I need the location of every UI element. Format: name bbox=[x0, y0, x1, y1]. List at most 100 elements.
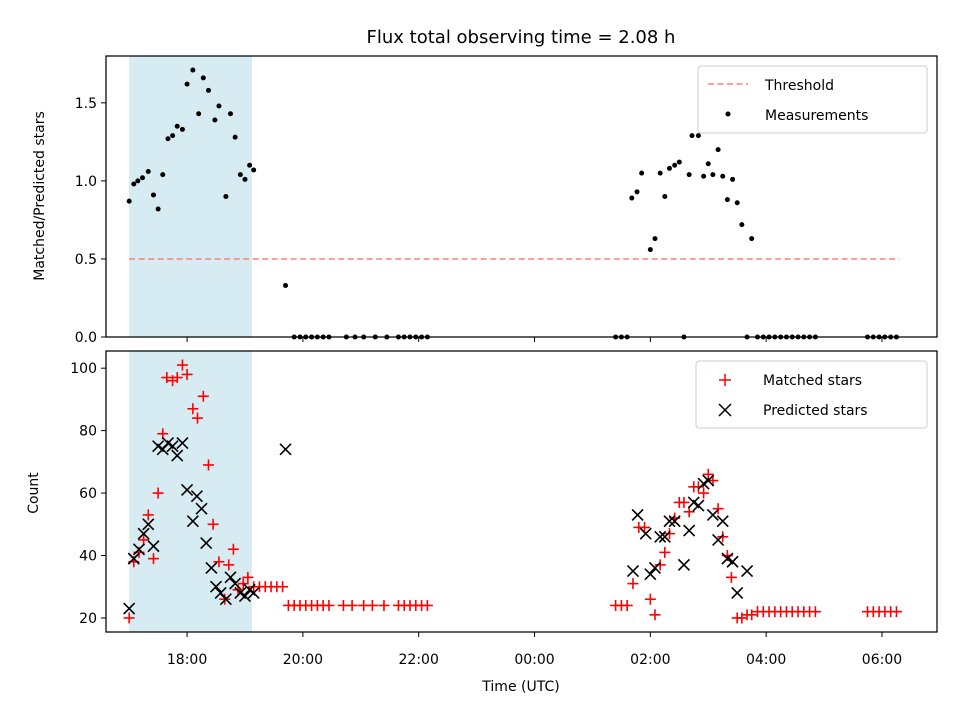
matched-star-point bbox=[644, 593, 656, 605]
predicted-star-point bbox=[205, 561, 218, 575]
predicted-star-point bbox=[181, 483, 194, 497]
measurement-point bbox=[629, 195, 635, 201]
matched-star-point bbox=[346, 599, 358, 611]
x-tick-label: 22:00 bbox=[399, 652, 439, 668]
matched-star-point bbox=[171, 372, 183, 384]
legend-measurements-swatch bbox=[725, 111, 731, 117]
measurement-point bbox=[710, 172, 716, 178]
bottom-legend: Matched stars Predicted stars bbox=[695, 360, 928, 429]
measurement-point bbox=[662, 194, 668, 199]
matched-star-point bbox=[161, 372, 173, 384]
y-tick-label: 20 bbox=[79, 611, 97, 627]
predicted-star-point bbox=[195, 502, 208, 515]
predicted-star-point bbox=[648, 561, 662, 575]
x-tick-label: 04:00 bbox=[746, 652, 786, 668]
measurement-point bbox=[228, 111, 234, 117]
predicted-star-point bbox=[123, 602, 136, 615]
measurement-point bbox=[715, 147, 721, 153]
measurement-point bbox=[190, 67, 196, 73]
predicted-star-point bbox=[247, 586, 260, 600]
bottom-y-ticks: 20 40 60 80 100 bbox=[70, 361, 106, 627]
predicted-star-point bbox=[190, 490, 203, 503]
matched-star-point bbox=[809, 606, 821, 618]
measurement-point bbox=[639, 170, 645, 176]
observing-window-shade bbox=[129, 56, 252, 337]
x-tick-label: 00:00 bbox=[514, 652, 554, 668]
matched-star-point bbox=[639, 521, 651, 533]
measurement-points bbox=[126, 67, 899, 340]
predicted-star-point bbox=[716, 515, 729, 528]
measurement-point bbox=[689, 133, 695, 139]
predicted-star-point bbox=[209, 580, 223, 593]
predicted-star-point bbox=[683, 524, 696, 537]
measurement-point bbox=[237, 172, 243, 178]
y-tick-label: 100 bbox=[70, 361, 97, 377]
predicted-star-point bbox=[127, 552, 140, 565]
observing-window-shade bbox=[129, 351, 252, 632]
predicted-star-point bbox=[238, 590, 252, 603]
measurement-point bbox=[135, 178, 141, 184]
matched-star-point bbox=[191, 412, 203, 424]
measurement-point bbox=[666, 165, 672, 171]
measurement-point bbox=[139, 175, 145, 181]
predicted-star-point bbox=[702, 474, 715, 487]
predicted-star-point bbox=[137, 527, 150, 540]
x-tick-label: 02:00 bbox=[630, 652, 670, 668]
predicted-star-point bbox=[142, 518, 155, 531]
predicted-star-point bbox=[712, 533, 725, 546]
matched-star-point bbox=[746, 609, 758, 621]
matched-star-point bbox=[152, 487, 164, 499]
legend-measurements-label: Measurements bbox=[765, 108, 868, 124]
bottom-axes-frame bbox=[105, 350, 938, 633]
matched-star-point bbox=[712, 503, 724, 515]
matched-star-point bbox=[187, 403, 199, 415]
matched-star-point bbox=[219, 593, 231, 605]
predicted-star-point bbox=[663, 515, 676, 528]
measurement-point bbox=[652, 236, 658, 242]
top-x-ticks bbox=[186, 337, 883, 342]
predicted-star-point bbox=[677, 558, 691, 571]
matched-star-point bbox=[890, 606, 902, 618]
measurement-point bbox=[131, 181, 137, 187]
predicted-star-point bbox=[219, 593, 232, 606]
y-tick-label: 60 bbox=[79, 486, 97, 502]
y-tick-label: 1.5 bbox=[75, 96, 97, 112]
matched-star-point bbox=[678, 496, 690, 508]
measurement-point bbox=[145, 169, 151, 175]
measurement-point bbox=[695, 133, 701, 139]
predicted-star-point bbox=[279, 443, 292, 456]
bottom-y-axis-label: Count bbox=[26, 472, 42, 514]
measurement-point bbox=[734, 200, 740, 206]
measurement-point bbox=[155, 206, 161, 212]
chart-title: Flux total observing time = 2.08 h bbox=[367, 27, 676, 48]
top-y-axis-label: Matched/Predicted stars bbox=[32, 111, 48, 281]
matched-star-point bbox=[692, 481, 704, 493]
matched-star-point bbox=[654, 559, 666, 571]
measurement-point bbox=[634, 189, 640, 195]
measurement-point bbox=[657, 170, 663, 176]
legend-threshold-label: Threshold bbox=[764, 78, 834, 94]
matched-star-point bbox=[227, 543, 239, 555]
predicted-star-point bbox=[658, 530, 671, 543]
x-axis-label: Time (UTC) bbox=[481, 679, 559, 695]
legend-predicted-swatch bbox=[718, 403, 732, 417]
matched-star-point bbox=[237, 578, 249, 590]
predicted-star-point bbox=[186, 515, 199, 528]
predicted-star-point bbox=[631, 508, 644, 521]
matched-star-point bbox=[242, 571, 254, 583]
top-legend: Threshold Measurements bbox=[697, 65, 928, 134]
predicted-star-point bbox=[706, 508, 719, 521]
legend-matched-label: Matched stars bbox=[763, 373, 862, 389]
predicted-stars-points bbox=[123, 437, 754, 615]
predicted-star-point bbox=[731, 586, 744, 600]
matched-stars-points bbox=[123, 359, 902, 624]
predicted-star-point bbox=[644, 568, 657, 581]
matched-star-point bbox=[366, 599, 378, 611]
measurement-point bbox=[686, 172, 692, 178]
matched-star-point bbox=[213, 556, 225, 568]
measurement-point bbox=[672, 162, 678, 168]
measurement-point bbox=[724, 197, 730, 203]
top-panel: 0.0 0.5 1.0 1.5 Flux total observing time =… bbox=[32, 27, 938, 346]
measurement-point bbox=[283, 282, 289, 288]
